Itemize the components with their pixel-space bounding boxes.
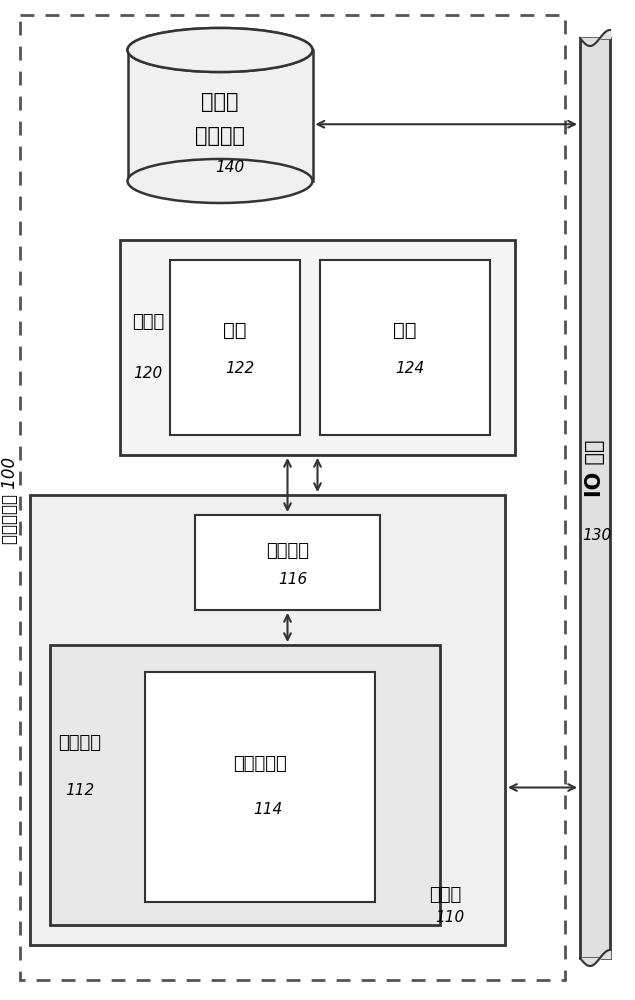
Bar [195, 515, 380, 610]
Text: 大容量: 大容量 [201, 92, 239, 111]
Ellipse shape [128, 28, 312, 72]
Text: 数据: 数据 [393, 320, 417, 340]
Text: IO 总线: IO 总线 [585, 439, 605, 497]
Text: 处理器: 处理器 [429, 886, 461, 904]
Bar [320, 260, 490, 435]
Bar [50, 645, 440, 925]
Text: 计算机系统 100: 计算机系统 100 [1, 456, 19, 544]
Text: 存储设备: 存储设备 [195, 126, 245, 146]
Text: 122: 122 [225, 361, 255, 376]
Text: 110: 110 [436, 910, 465, 924]
Text: 存储器: 存储器 [132, 313, 164, 331]
Text: 130: 130 [582, 528, 612, 543]
Text: 寄存器文件: 寄存器文件 [233, 755, 287, 773]
Bar [145, 672, 375, 902]
Text: 指令: 指令 [224, 320, 247, 340]
Text: 执行核心: 执行核心 [58, 734, 102, 752]
Text: 124: 124 [396, 361, 425, 376]
Text: 140: 140 [215, 160, 244, 176]
Bar [128, 50, 312, 181]
Text: 高速缓存: 高速缓存 [266, 542, 309, 560]
Ellipse shape [128, 28, 312, 72]
Ellipse shape [128, 159, 312, 203]
Bar [580, 38, 610, 958]
Bar [170, 260, 300, 435]
Bar [20, 15, 565, 980]
Text: 114: 114 [253, 802, 283, 818]
Bar [30, 495, 505, 945]
Text: 112: 112 [65, 783, 95, 798]
Text: 116: 116 [278, 572, 307, 587]
Text: 120: 120 [133, 366, 163, 381]
Bar [120, 240, 515, 455]
